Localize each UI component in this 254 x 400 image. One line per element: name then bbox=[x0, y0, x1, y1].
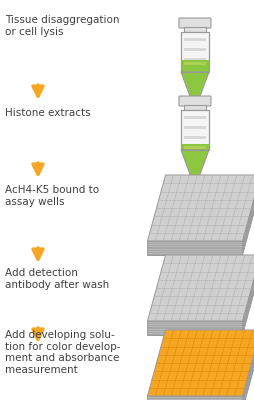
Bar bbox=[183, 105, 205, 110]
Polygon shape bbox=[180, 72, 208, 107]
Polygon shape bbox=[147, 321, 242, 335]
Polygon shape bbox=[147, 255, 254, 321]
Polygon shape bbox=[242, 337, 254, 400]
Bar bbox=[180, 32, 208, 72]
Polygon shape bbox=[242, 182, 254, 250]
Polygon shape bbox=[147, 241, 242, 243]
Polygon shape bbox=[242, 175, 254, 243]
Polygon shape bbox=[242, 255, 254, 323]
Polygon shape bbox=[147, 396, 242, 398]
Bar bbox=[180, 110, 208, 150]
Text: AcH4-K5 bound to
assay wells: AcH4-K5 bound to assay wells bbox=[5, 185, 99, 206]
Polygon shape bbox=[242, 178, 254, 246]
Polygon shape bbox=[147, 252, 242, 254]
Text: Histone extracts: Histone extracts bbox=[5, 108, 90, 118]
Bar bbox=[183, 38, 205, 40]
Polygon shape bbox=[147, 324, 242, 326]
Polygon shape bbox=[147, 396, 242, 400]
Polygon shape bbox=[242, 262, 254, 330]
Bar bbox=[183, 48, 205, 50]
Polygon shape bbox=[242, 266, 254, 334]
Bar bbox=[180, 32, 208, 72]
FancyBboxPatch shape bbox=[178, 96, 210, 106]
Bar bbox=[183, 146, 205, 148]
Bar bbox=[183, 136, 205, 138]
Bar bbox=[180, 60, 208, 72]
Polygon shape bbox=[147, 330, 254, 396]
Polygon shape bbox=[147, 321, 242, 323]
Polygon shape bbox=[242, 258, 254, 326]
Polygon shape bbox=[242, 334, 254, 400]
Bar bbox=[180, 110, 208, 150]
Polygon shape bbox=[242, 340, 254, 400]
Polygon shape bbox=[147, 332, 242, 334]
Text: Add developing solu-
tion for color develop-
ment and absorbance
measurement: Add developing solu- tion for color deve… bbox=[5, 330, 120, 375]
Text: Add detection
antibody after wash: Add detection antibody after wash bbox=[5, 268, 109, 290]
Polygon shape bbox=[242, 330, 254, 400]
Polygon shape bbox=[242, 186, 254, 254]
FancyBboxPatch shape bbox=[178, 18, 210, 28]
Polygon shape bbox=[242, 175, 254, 255]
Polygon shape bbox=[147, 175, 254, 241]
Polygon shape bbox=[147, 248, 242, 250]
Polygon shape bbox=[242, 255, 254, 335]
Bar bbox=[183, 58, 205, 60]
Bar bbox=[180, 144, 208, 150]
Text: Tissue disaggregation
or cell lysis: Tissue disaggregation or cell lysis bbox=[5, 15, 119, 37]
Bar bbox=[183, 116, 205, 118]
Polygon shape bbox=[147, 244, 242, 246]
Bar bbox=[183, 62, 205, 64]
Polygon shape bbox=[242, 330, 254, 398]
Bar bbox=[183, 27, 205, 32]
Polygon shape bbox=[180, 150, 208, 185]
Polygon shape bbox=[147, 328, 242, 330]
Bar bbox=[183, 126, 205, 128]
Polygon shape bbox=[147, 241, 242, 255]
